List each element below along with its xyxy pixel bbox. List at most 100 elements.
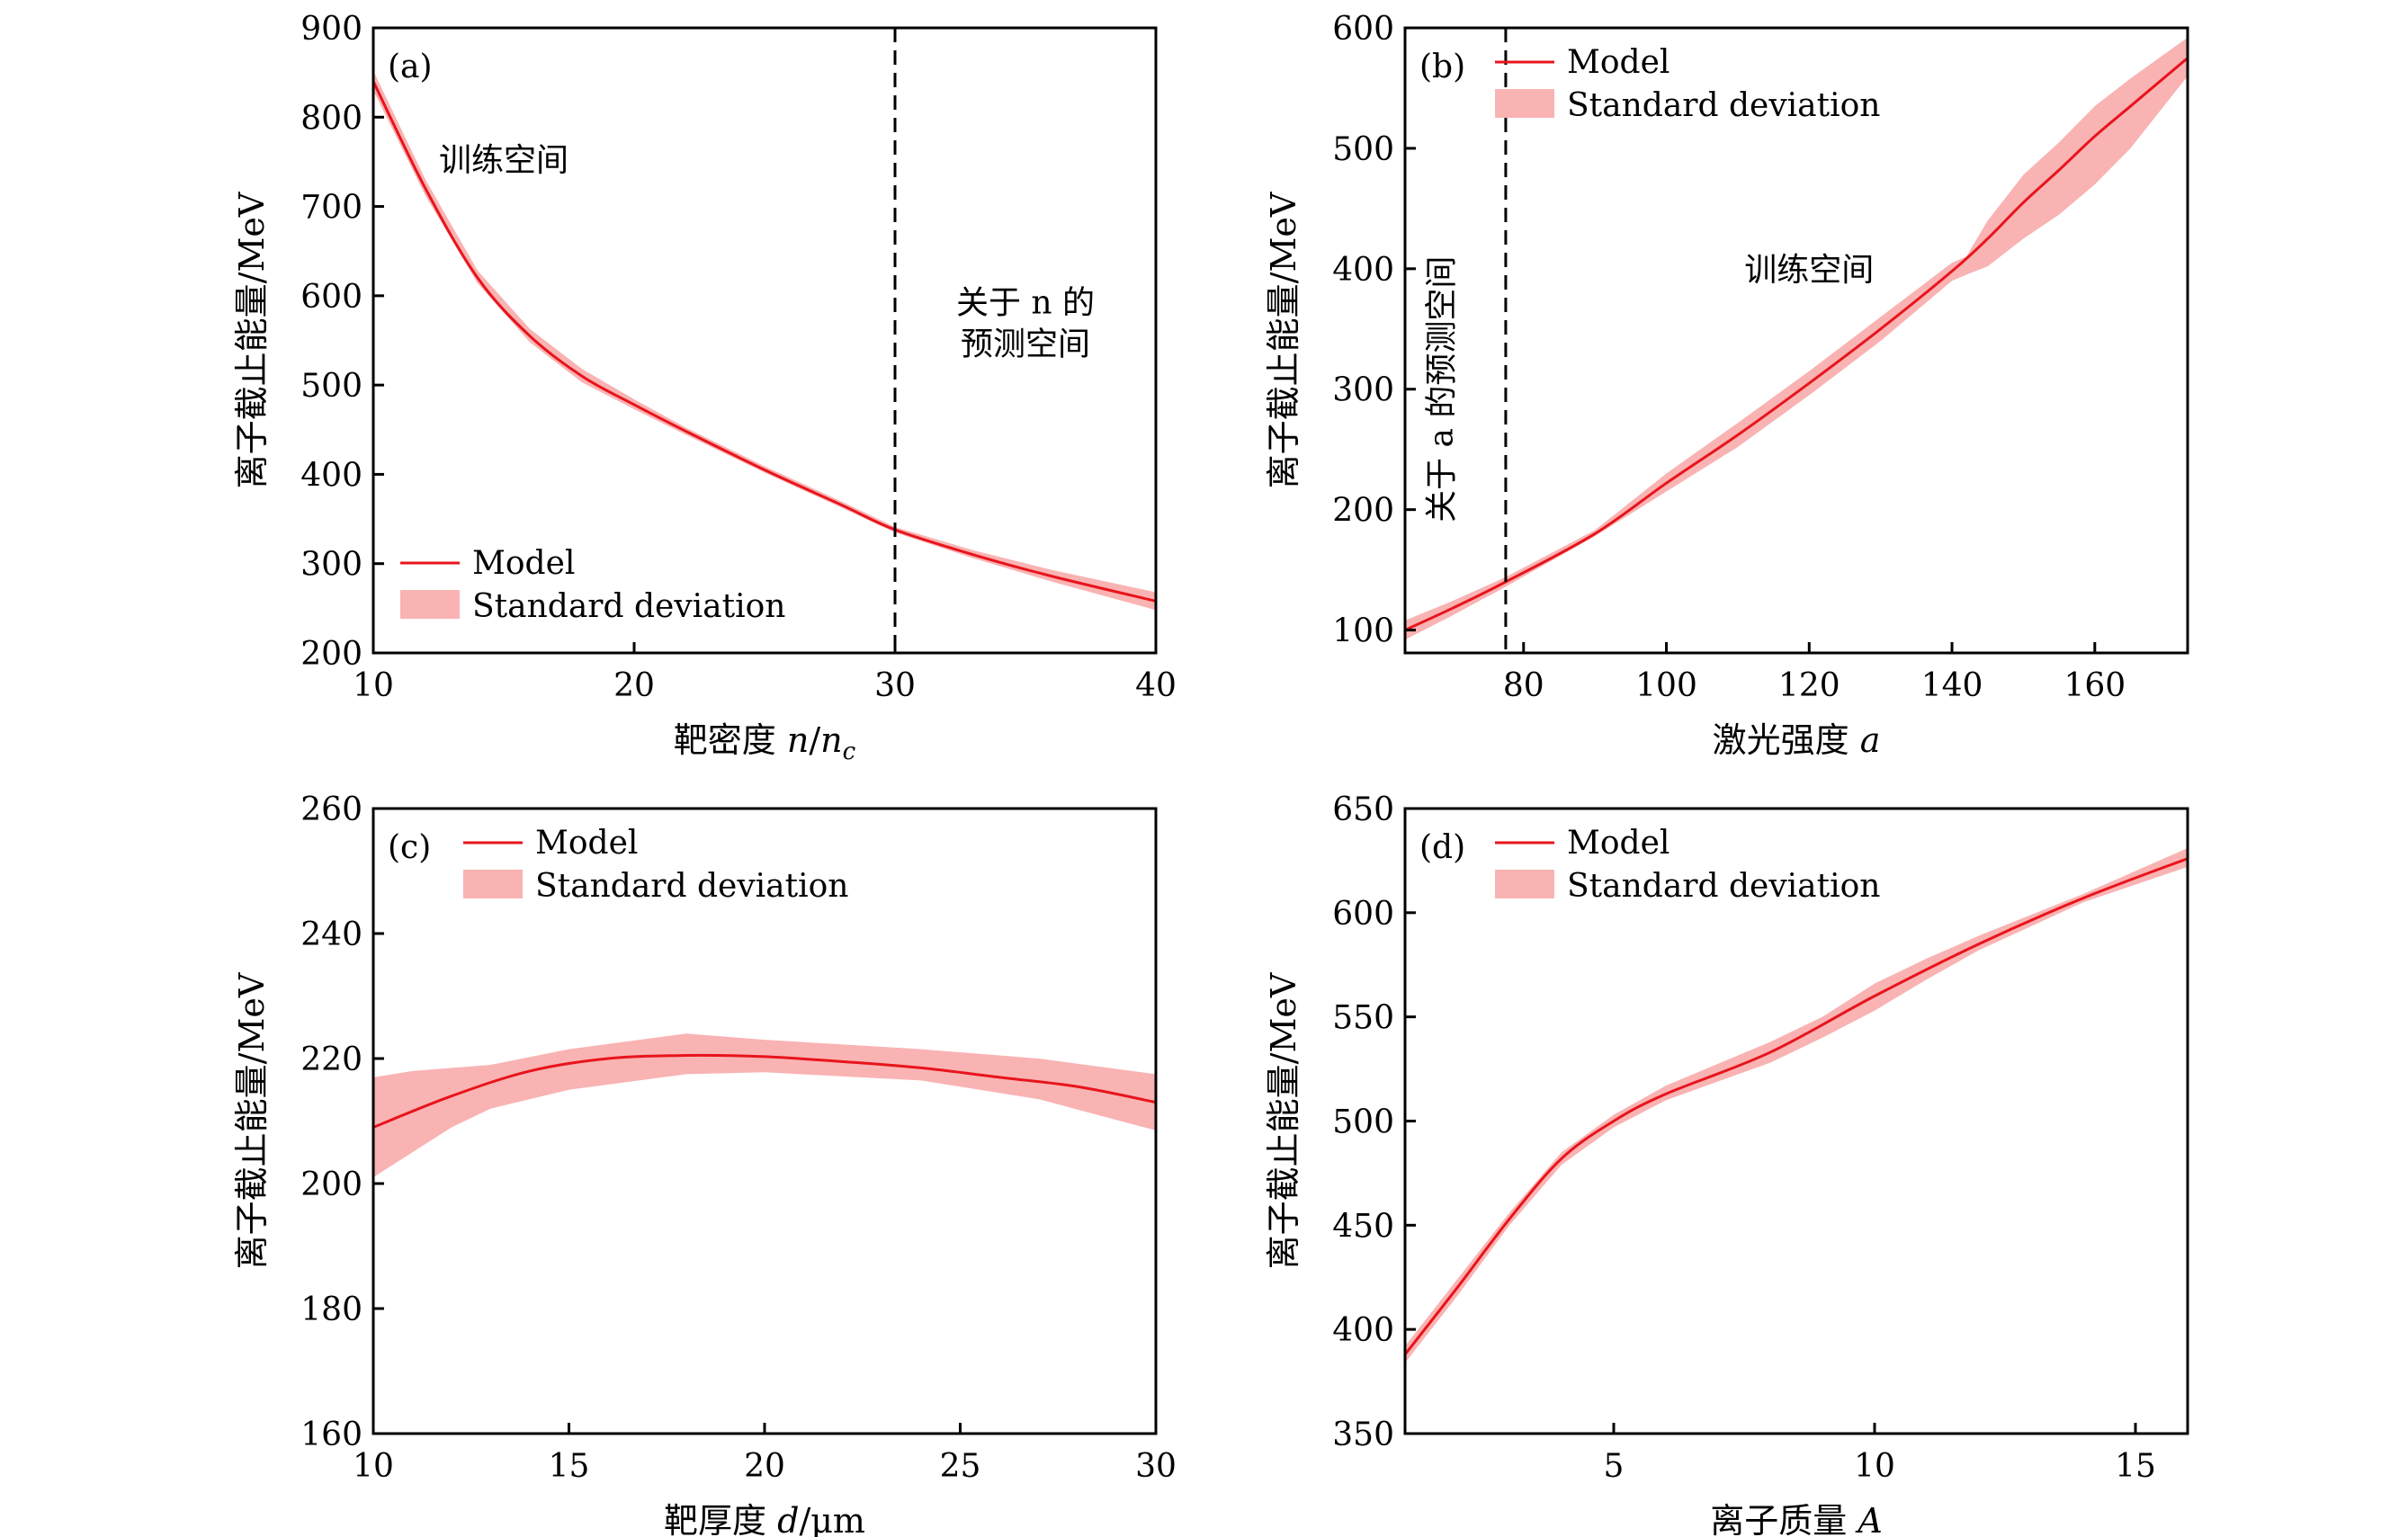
panel-label: (c) xyxy=(388,829,431,866)
y-axis-label: 离子截止能量/MeV xyxy=(232,192,272,488)
y-tick-label: 100 xyxy=(1332,613,1394,650)
y-tick-label: 200 xyxy=(300,636,363,673)
y-tick-label: 220 xyxy=(300,1041,363,1078)
panel-c: 10 15 20 25 30 160 180 200 220 240 260 离子截止能量/MeV 靶厚… xyxy=(232,791,1177,1537)
region-annotation: 训练空间 xyxy=(439,142,568,179)
std-deviation-band xyxy=(373,70,1156,611)
model-line xyxy=(373,1053,1156,1129)
x-tick-label: 40 xyxy=(1135,667,1177,704)
y-tick-label: 600 xyxy=(1332,896,1394,933)
y-tick-label: 600 xyxy=(300,279,363,316)
y-tick-label: 400 xyxy=(1332,1312,1394,1349)
y-tick-label: 400 xyxy=(300,457,363,494)
x-axis-label: 靶密度 n/nc xyxy=(674,720,856,765)
std-deviation-band xyxy=(373,1033,1156,1178)
region-annotation: 预测空间 xyxy=(961,326,1090,363)
panel-label: (a) xyxy=(388,49,433,85)
y-axis-label: 离子截止能量/MeV xyxy=(1264,192,1303,488)
x-axis-label-part: d xyxy=(777,1501,799,1537)
x-tick-label: 140 xyxy=(1921,667,1983,704)
legend-band-swatch xyxy=(1495,870,1554,898)
y-tick-label: 240 xyxy=(300,916,363,953)
x-tick-label: 30 xyxy=(1135,1448,1177,1485)
std-deviation-band xyxy=(1405,848,2188,1363)
x-axis-label-part: / xyxy=(809,720,820,760)
legend-band-swatch xyxy=(1495,89,1554,118)
x-tick-label: 120 xyxy=(1778,667,1840,704)
y-axis-label: 离子截止能量/MeV xyxy=(1264,972,1303,1269)
x-axis-label: 激光强度 a xyxy=(1713,720,1881,760)
x-tick-label: 10 xyxy=(353,1448,394,1485)
legend-model-label: Model xyxy=(535,825,638,862)
plot-frame xyxy=(1403,26,2189,655)
x-tick-label: 5 xyxy=(1604,1448,1625,1485)
x-tick-label: 10 xyxy=(353,667,394,704)
x-axis-label-part: 靶厚度 xyxy=(664,1501,777,1537)
x-axis-label-part: c xyxy=(843,738,856,765)
region-annotation: 训练空间 xyxy=(1744,252,1874,289)
y-tick-label: 900 xyxy=(300,11,363,48)
x-axis-label-part: n xyxy=(820,720,842,760)
legend-band-label: Standard deviation xyxy=(1567,87,1881,124)
x-axis-label-part: /μm xyxy=(799,1501,865,1537)
x-tick-label: 30 xyxy=(874,667,916,704)
region-annotation: 关于 a 的预测空间 xyxy=(1423,256,1460,523)
legend-band-swatch xyxy=(400,590,460,619)
y-tick-label: 650 xyxy=(1332,791,1394,828)
y-tick-label: 260 xyxy=(300,791,363,828)
y-tick-label: 600 xyxy=(1332,11,1394,48)
legend-model-label: Model xyxy=(1567,44,1669,81)
y-tick-label: 300 xyxy=(300,547,363,584)
x-tick-label: 100 xyxy=(1635,667,1697,704)
plot-frame xyxy=(371,26,1158,655)
legend-model-label: Model xyxy=(472,545,575,582)
x-axis-label: 离子质量 A xyxy=(1710,1501,1883,1537)
y-tick-label: 300 xyxy=(1332,372,1394,409)
panel-label: (b) xyxy=(1419,49,1465,85)
y-tick-label: 500 xyxy=(1332,131,1394,168)
y-tick-label: 500 xyxy=(1332,1104,1394,1141)
model-line xyxy=(1405,57,2188,631)
y-tick-label: 180 xyxy=(300,1291,363,1328)
x-tick-label: 80 xyxy=(1503,667,1544,704)
legend-model-label: Model xyxy=(1567,825,1669,862)
x-tick-label: 20 xyxy=(744,1448,785,1485)
y-tick-label: 400 xyxy=(1332,252,1394,289)
x-axis-label-part: 离子质量 xyxy=(1710,1501,1857,1537)
std-deviation-band xyxy=(1405,37,2188,640)
x-axis-label-part: A xyxy=(1855,1501,1882,1537)
y-tick-label: 160 xyxy=(300,1416,363,1453)
region-annotation: 关于 n 的 xyxy=(956,285,1095,322)
y-tick-label: 800 xyxy=(300,100,363,137)
y-tick-label: 200 xyxy=(1332,493,1394,530)
legend-band-label: Standard deviation xyxy=(535,868,849,905)
panel-a: 10 20 30 40 200 300 400 500 600 700 800 900 离子截止能量/M… xyxy=(232,11,1177,765)
legend-band-label: Standard deviation xyxy=(1567,868,1881,905)
y-axis-label: 离子截止能量/MeV xyxy=(232,972,272,1269)
x-axis-label: 靶厚度 d/μm xyxy=(664,1501,865,1537)
y-tick-label: 200 xyxy=(300,1166,363,1203)
x-tick-label: 20 xyxy=(613,667,655,704)
x-axis-label-part: 激光强度 xyxy=(1713,720,1860,760)
model-line xyxy=(1405,857,2188,1355)
legend-band-swatch xyxy=(463,870,523,898)
panel-b: 80 100 120 140 160 100 200 300 400 500 600 离子截止能量/M… xyxy=(1264,11,2189,760)
y-tick-label: 450 xyxy=(1332,1208,1394,1245)
x-tick-label: 10 xyxy=(1854,1448,1895,1485)
panel-d: 5 10 15 350 400 450 500 550 600 650 离子截止能量/MeV 离子质量… xyxy=(1264,791,2189,1537)
x-axis-label-part: n xyxy=(787,720,809,760)
x-axis-label-part: a xyxy=(1860,720,1881,760)
y-tick-label: 700 xyxy=(300,190,363,227)
model-line xyxy=(373,80,1156,603)
x-tick-label: 25 xyxy=(940,1448,981,1485)
x-tick-label: 160 xyxy=(2063,667,2126,704)
y-tick-label: 500 xyxy=(300,368,363,405)
panel-label: (d) xyxy=(1419,829,1465,866)
legend-band-label: Standard deviation xyxy=(472,588,786,625)
y-tick-label: 550 xyxy=(1332,1000,1394,1037)
x-tick-label: 15 xyxy=(549,1448,590,1485)
y-tick-label: 350 xyxy=(1332,1416,1394,1453)
x-tick-label: 15 xyxy=(2115,1448,2156,1485)
x-axis-label-part: 靶密度 xyxy=(674,720,787,760)
